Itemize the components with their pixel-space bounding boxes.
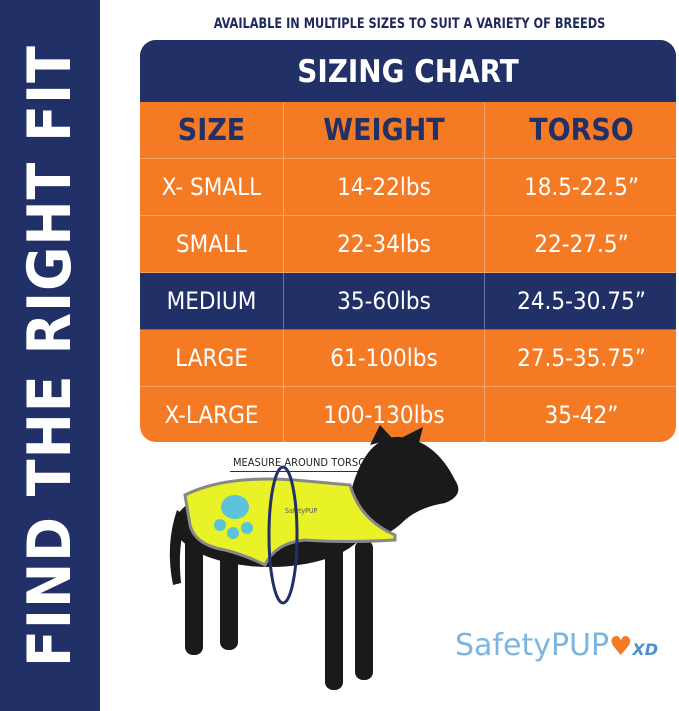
torso-cell: 27.5-35.75” <box>517 344 646 372</box>
torso-cell: 35-42” <box>544 401 619 429</box>
header-torso: TORSO <box>529 112 634 148</box>
weight-cell: 22-34lbs <box>284 216 485 272</box>
heart-paw-icon: ♥ <box>609 632 633 662</box>
weight-cell: 100-130lbs <box>284 387 485 442</box>
size-cell: LARGE <box>140 330 284 386</box>
brand-logo: SafetyPUP♥XD <box>455 628 658 663</box>
size-cell: X- SMALL <box>140 159 284 215</box>
sidebar-banner: FIND THE RIGHT FIT <box>0 0 100 711</box>
size-cell: X-LARGE <box>140 387 284 442</box>
table-row: X- SMALL 14-22lbs 18.5-22.5” <box>140 159 676 216</box>
chart-title: SIZING CHART <box>140 40 676 102</box>
torso-cell: 22-27.5” <box>534 230 629 258</box>
header-weight: WEIGHT <box>284 102 485 158</box>
logo-text: SafetyPUP <box>455 628 610 663</box>
torso-cell: 18.5-22.5” <box>523 173 640 201</box>
paw-print-icon <box>214 495 253 539</box>
table-row: SMALL 22-34lbs 22-27.5” <box>140 216 676 273</box>
vest-brand: SafetyPUP <box>285 507 318 515</box>
table-row: MEDIUM 35-60lbs 24.5-30.75” <box>140 273 676 330</box>
torso-measure-ring <box>267 465 299 605</box>
size-cell: SMALL <box>140 216 284 272</box>
weight-cell: 35-60lbs <box>284 273 485 329</box>
dog-illustration: SafetyPUP <box>169 425 459 690</box>
measure-label: MEASURE AROUND TORSO <box>230 456 369 472</box>
size-cell: MEDIUM <box>140 273 284 329</box>
table-row: LARGE 61-100lbs 27.5-35.75” <box>140 330 676 387</box>
torso-cell: 24.5-30.75” <box>517 287 646 315</box>
weight-cell: 61-100lbs <box>284 330 485 386</box>
table-row: X-LARGE 100-130lbs 35-42” <box>140 387 676 442</box>
header-row: SIZE WEIGHT TORSO <box>140 102 676 159</box>
logo-suffix: XD <box>632 640 659 659</box>
weight-cell: 14-22lbs <box>284 159 485 215</box>
sidebar-heading: FIND THE RIGHT FIT <box>15 45 85 667</box>
dog-body <box>169 425 459 690</box>
subtitle: AVAILABLE IN MULTIPLE SIZES TO SUIT A VA… <box>213 16 606 32</box>
sizing-chart: SIZING CHART SIZE WEIGHT TORSO X- SMALL 1… <box>140 40 676 442</box>
header-size: SIZE <box>140 102 284 158</box>
